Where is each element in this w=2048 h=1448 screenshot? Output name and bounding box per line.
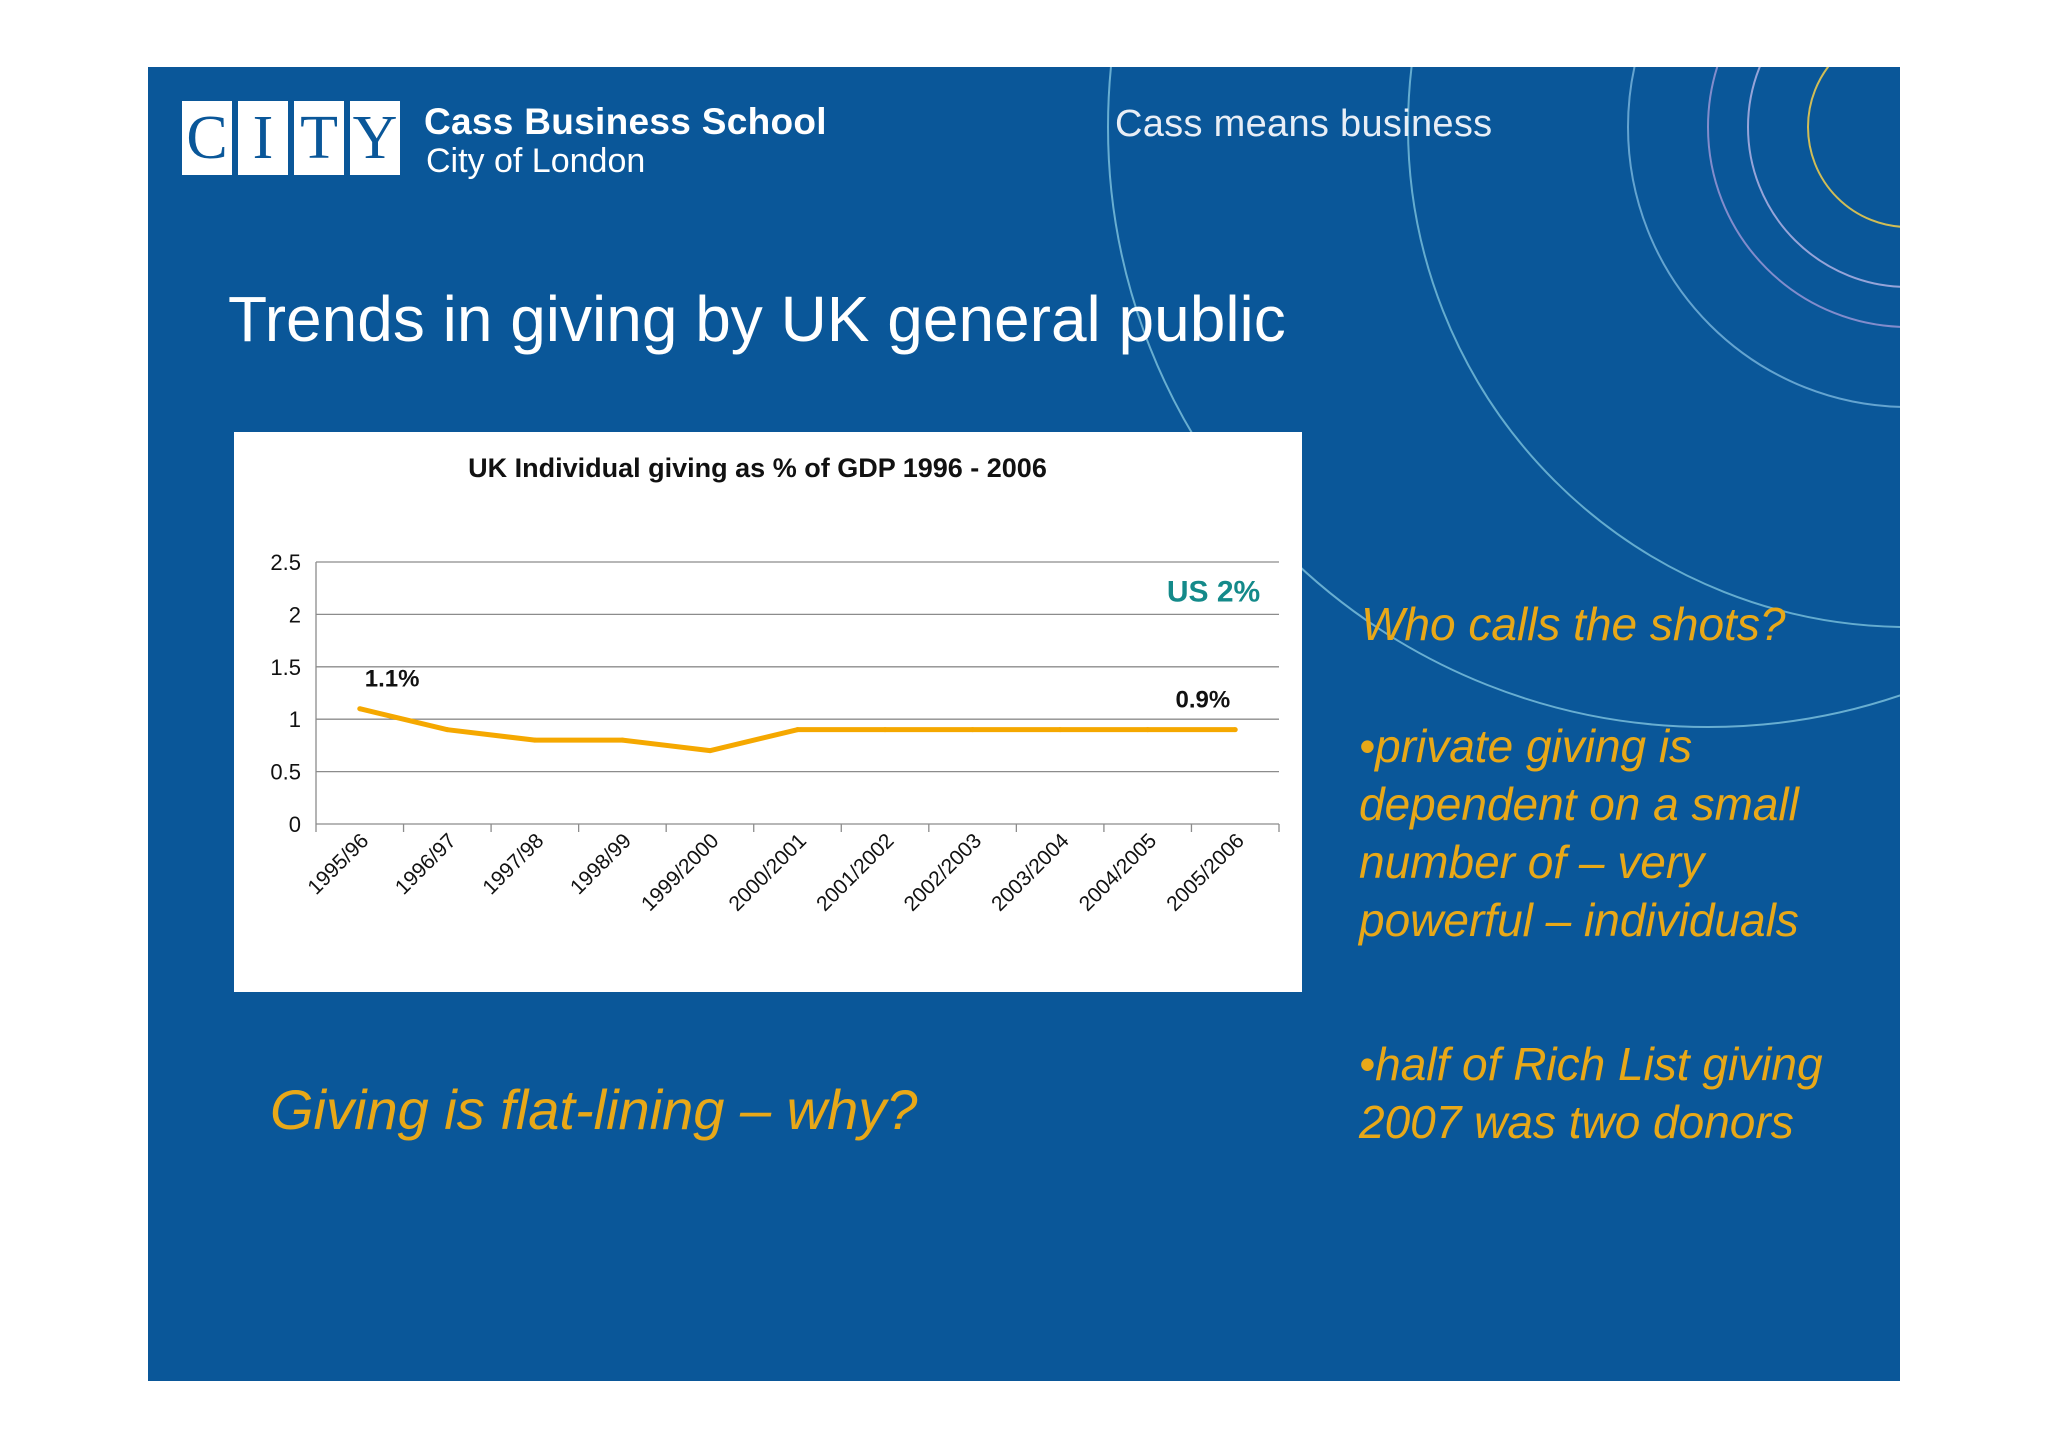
x-tick-label: 2001/2002 <box>812 829 898 915</box>
slide-title: Trends in giving by UK general public <box>228 283 1286 355</box>
y-tick-label: 2 <box>289 602 301 627</box>
conclusion-text: Giving is flat-lining – why? <box>270 1078 918 1141</box>
x-tick-label: 2005/2006 <box>1162 829 1248 915</box>
data-annotation: 0.9% <box>1176 687 1231 714</box>
arc-4 <box>1707 67 1900 328</box>
arc-3 <box>1627 67 1900 408</box>
bullet-point: •half of Rich List giving 2007 was two d… <box>1359 1038 1823 1148</box>
x-tick-label: 1995/96 <box>303 829 373 899</box>
data-point <box>1145 727 1151 733</box>
x-tick-label: 2000/2001 <box>725 829 811 915</box>
data-point <box>1232 727 1238 733</box>
x-tick-label: 1996/97 <box>391 829 461 899</box>
logo-letter: T <box>294 101 344 175</box>
logo-letter: Y <box>350 101 400 175</box>
bullet-point: •private giving is dependent on a small … <box>1359 720 1799 946</box>
school-subtitle: City of London <box>426 142 646 180</box>
arc-1 <box>1107 67 1900 728</box>
y-tick-label: 1 <box>289 707 301 732</box>
city-logo: C I T Y <box>182 101 404 175</box>
x-tick-label: 1998/99 <box>566 829 636 899</box>
y-tick-label: 2.5 <box>270 550 301 575</box>
school-name: Cass Business School <box>424 101 827 142</box>
data-annotation: US 2% <box>1167 575 1260 608</box>
logo-letter: C <box>182 101 232 175</box>
decorative-arcs <box>1107 67 1900 728</box>
x-tick-label: 1999/2000 <box>637 829 723 915</box>
tagline: Cass means business <box>1115 103 1493 145</box>
x-tick-label: 2003/2004 <box>987 829 1074 916</box>
logo-letter: I <box>238 101 288 175</box>
data-point <box>795 727 800 733</box>
arc-2 <box>1407 67 1900 628</box>
questions-heading: Who calls the shots? <box>1361 598 1786 650</box>
y-tick-label: 0 <box>289 812 301 837</box>
x-tick-label: 2004/2005 <box>1075 829 1161 915</box>
data-point <box>882 727 888 733</box>
line-chart: UK Individual giving as % of GDP 1996 - … <box>270 453 1280 916</box>
data-point <box>707 748 713 754</box>
data-point <box>532 737 538 743</box>
slide: C I T Y Cass Business School City of Lon… <box>148 67 1900 1381</box>
data-annotation: 1.1% <box>365 666 420 693</box>
arc-5 <box>1747 67 1900 288</box>
data-point <box>444 727 450 733</box>
data-point <box>357 706 363 712</box>
x-tick-label: 2002/2003 <box>900 829 986 915</box>
data-point <box>970 727 976 733</box>
data-point <box>619 737 625 743</box>
y-tick-label: 0.5 <box>270 760 301 785</box>
data-point <box>1057 727 1063 733</box>
arc-6 <box>1807 67 1900 228</box>
x-tick-label: 1997/98 <box>478 829 548 899</box>
chart-title: UK Individual giving as % of GDP 1996 - … <box>468 453 1047 483</box>
y-tick-label: 1.5 <box>270 655 301 680</box>
chart-panel: UK Individual giving as % of GDP 1996 - … <box>234 432 1302 992</box>
